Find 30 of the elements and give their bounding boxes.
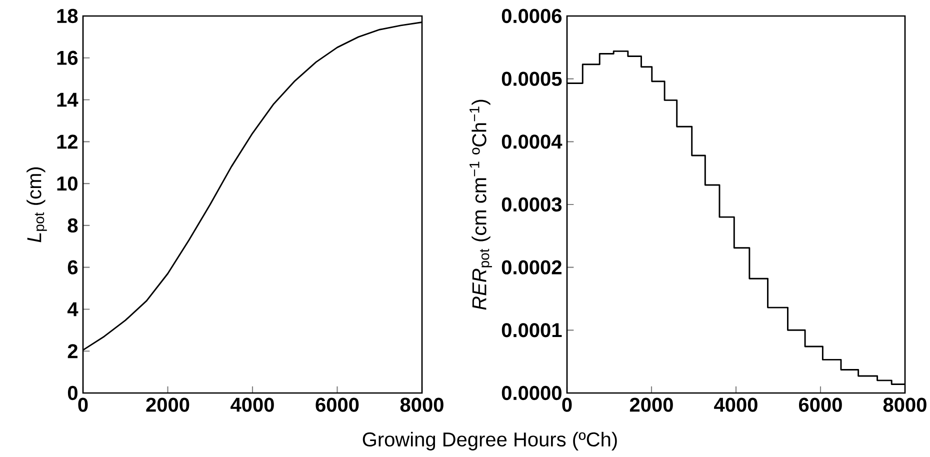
y-tick-label: 0 [68,386,78,400]
y-tick-label: 6 [68,260,78,274]
y-tick-label: 16 [57,50,78,65]
x-tick-label: 6000 [798,398,842,412]
x-tick-label: 4000 [230,398,274,412]
x-tick-label: 8000 [400,398,444,412]
y-tick-label: 0.0006 [502,8,562,24]
y-axis-title: RER$_{pot}$ (cm cm$^{−1}$ ºCh$^{−1}$) [470,100,492,310]
x-tick-label: 8000 [883,398,926,412]
y-tick-label: 10 [57,176,78,191]
y-tick-label: 0.0000 [502,386,562,400]
x-tick-label: 2000 [630,398,673,412]
y-tick-label: 0.0002 [502,260,562,274]
y-tick-label: 2 [68,344,78,358]
y-tick-label: 0.0003 [502,197,562,212]
y-axis-title: L$_{pot}$ (cm) [26,167,47,242]
x-tick-label: 6000 [316,398,359,412]
y-tick-label: 8 [68,218,78,233]
x-tick-label: 0 [562,398,572,412]
y-tick-label: 0.0004 [502,134,562,149]
x-axis-title: Growing Degree Hours (ºCh) [362,432,617,450]
y-tick-label: 18 [57,8,78,24]
y-tick-label: 0.0001 [502,323,562,338]
x-tick-label: 2000 [146,398,190,412]
y-tick-label: 14 [57,92,78,107]
x-tick-label: 4000 [714,398,758,412]
y-tick-label: 12 [57,134,78,149]
y-tick-label: 4 [67,302,78,316]
x-tick-label: 0 [78,398,88,412]
y-tick-label: 0.0005 [502,72,562,86]
